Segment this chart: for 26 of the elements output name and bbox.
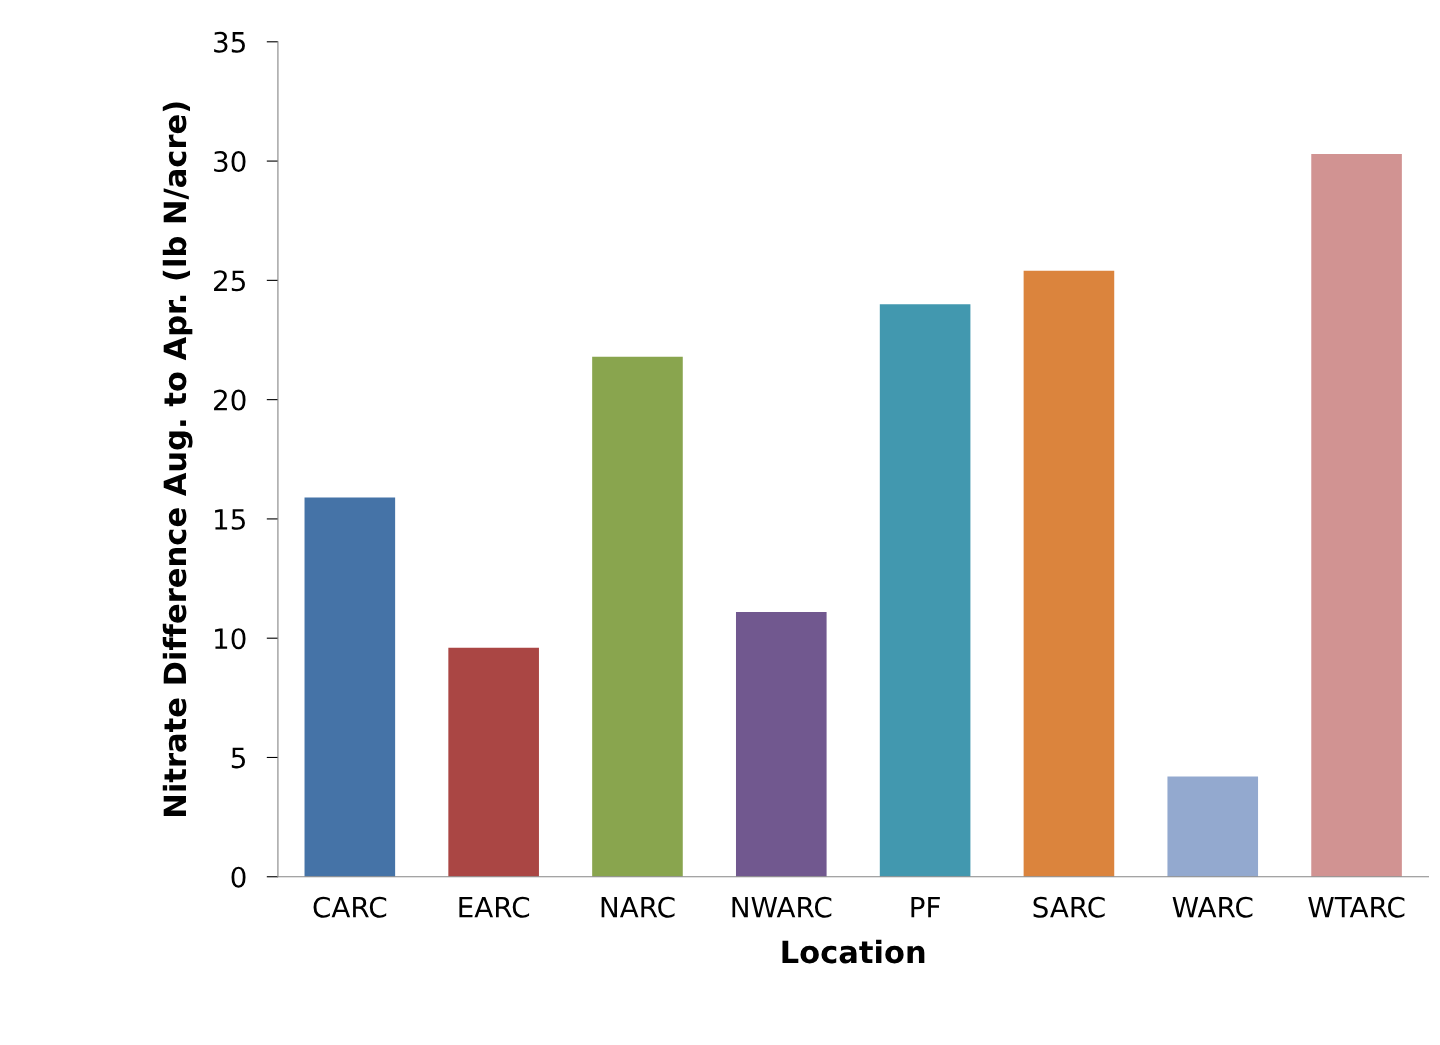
bar bbox=[879, 304, 971, 877]
x-tick-label: CARC bbox=[313, 896, 387, 918]
y-tick-label: 35 bbox=[214, 31, 245, 53]
y-tick-label: 5 bbox=[231, 747, 245, 769]
y-tick-label: 10 bbox=[215, 628, 246, 650]
y-tick-label: 20 bbox=[214, 389, 246, 411]
bar bbox=[1311, 153, 1402, 877]
bar bbox=[1167, 776, 1259, 877]
bar bbox=[304, 497, 396, 877]
bar bbox=[1023, 270, 1115, 877]
y-tick-label: 15 bbox=[215, 509, 245, 530]
x-tick-label: NARC bbox=[601, 896, 675, 918]
x-tick-label: WTARC bbox=[1308, 896, 1405, 918]
bar bbox=[735, 611, 827, 877]
x-tick-label: SARC bbox=[1033, 896, 1105, 918]
x-tick-label: WARC bbox=[1172, 896, 1253, 918]
bar bbox=[448, 647, 539, 877]
x-tick-label: NWARC bbox=[732, 896, 832, 918]
x-axis-title: Location bbox=[782, 939, 925, 964]
x-tick-label: EARC bbox=[459, 896, 530, 918]
y-axis-title: Nitrate Difference Aug. to Apr. (lb N/acre) bbox=[162, 102, 193, 816]
y-tick-label: 25 bbox=[214, 270, 245, 292]
bar bbox=[592, 356, 683, 877]
x-tick-label: PF bbox=[911, 897, 940, 918]
y-tick-label: 30 bbox=[214, 151, 246, 173]
y-tick-label: 0 bbox=[231, 866, 246, 888]
